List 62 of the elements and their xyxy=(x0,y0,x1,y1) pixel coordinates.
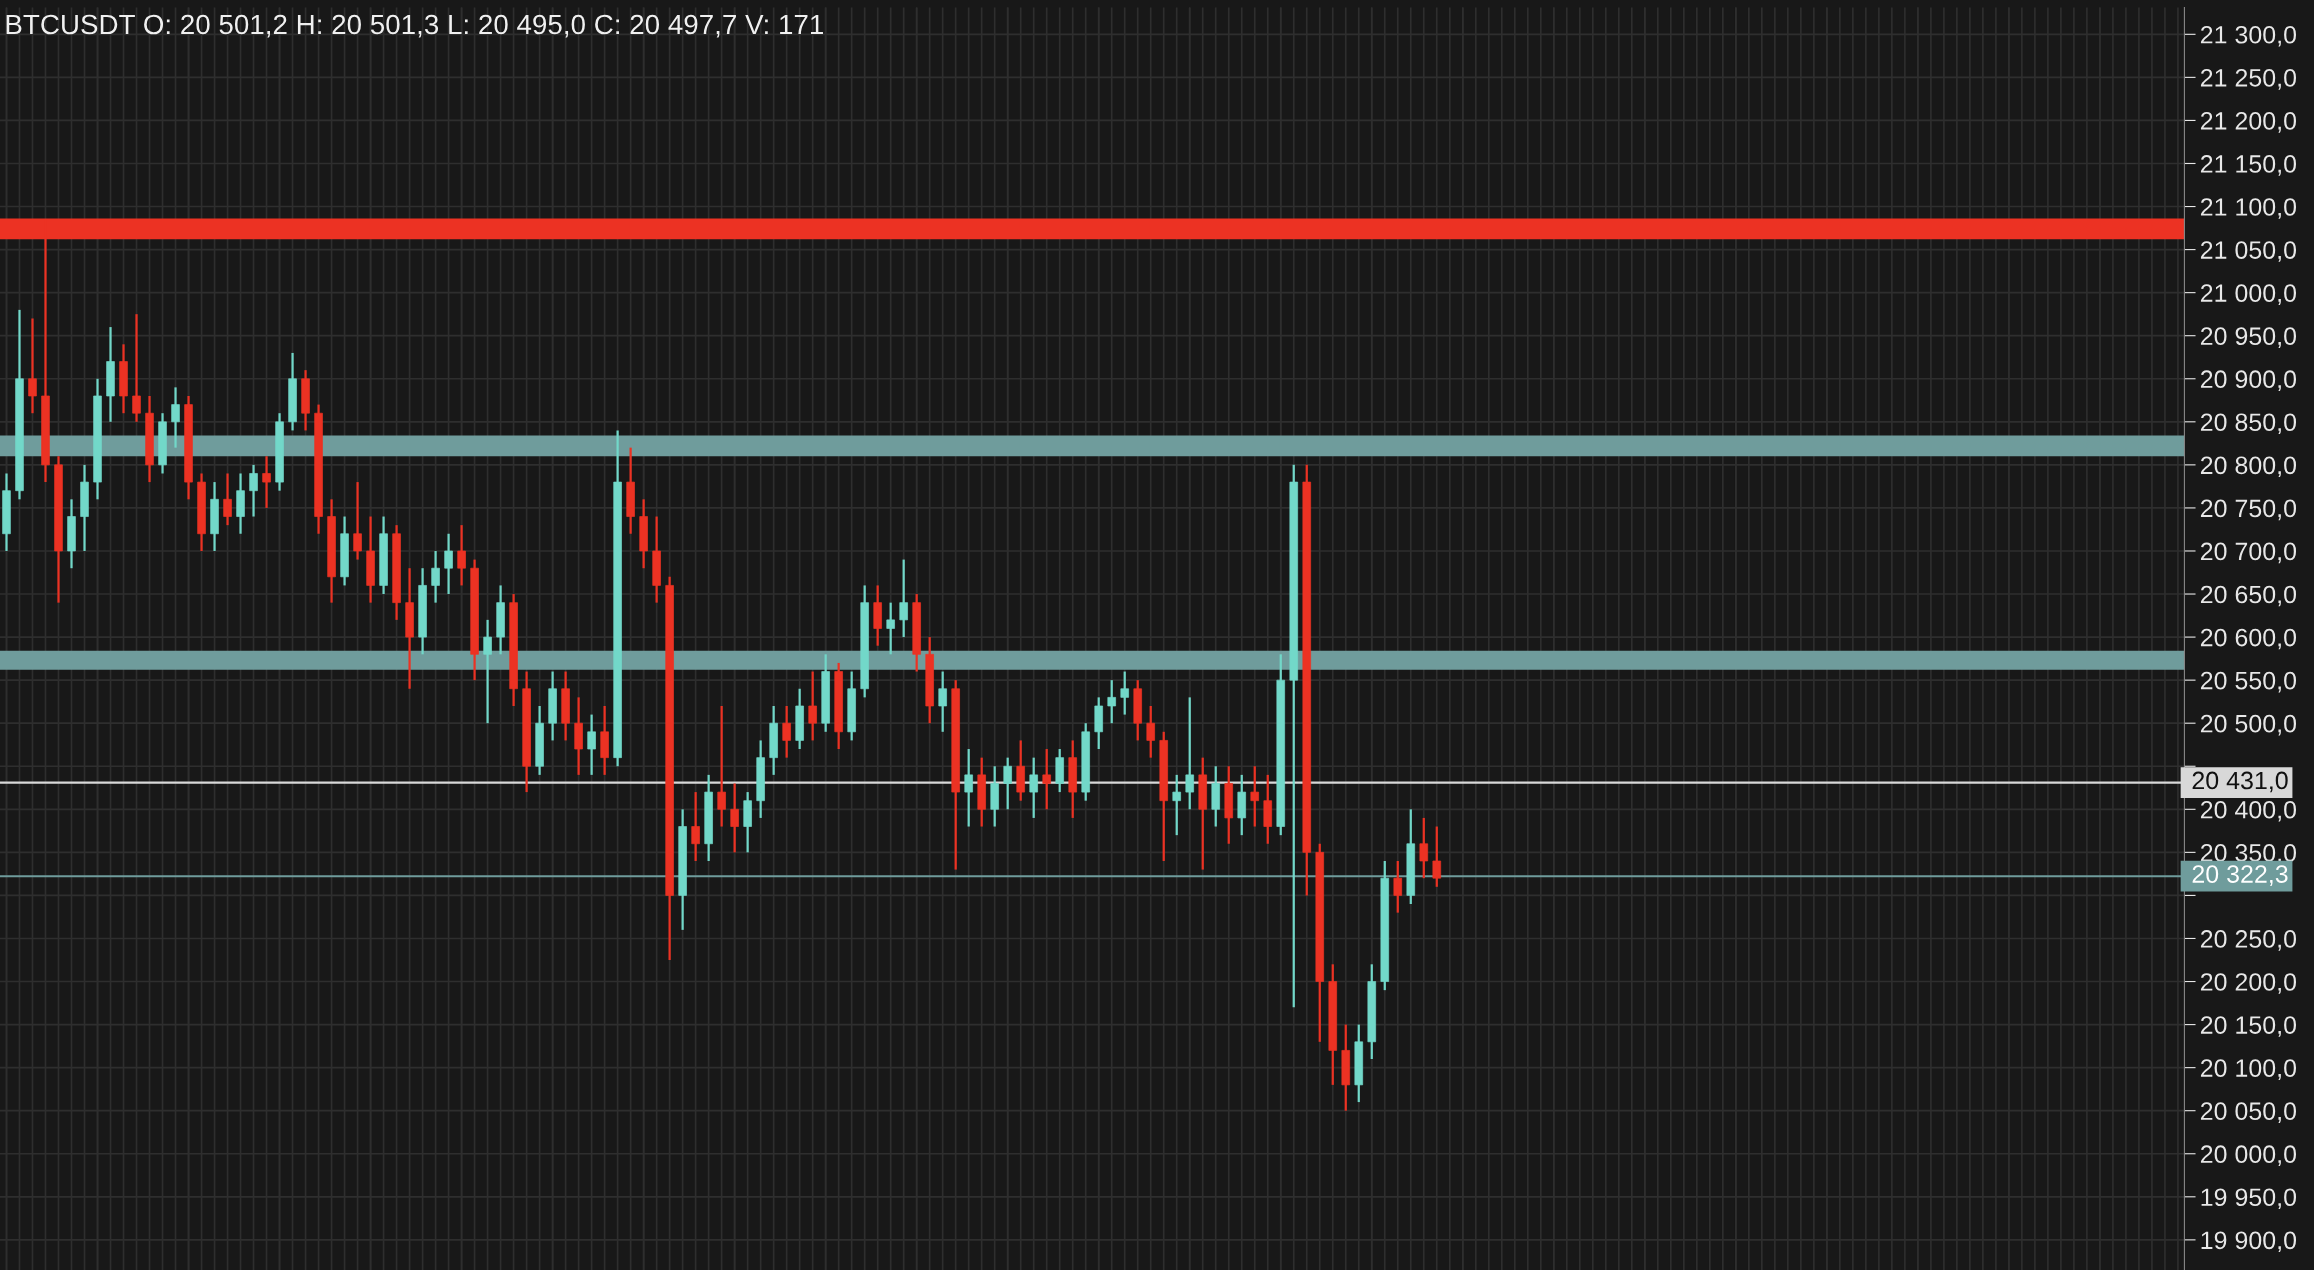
candlestick xyxy=(28,317,37,415)
y-tick-label: 20 150,0 xyxy=(2200,1016,2297,1037)
y-tick-label: 21 150,0 xyxy=(2200,155,2297,176)
candlestick xyxy=(171,386,180,449)
y-tick-label: 21 300,0 xyxy=(2200,25,2297,47)
candlestick xyxy=(691,790,700,863)
candlestick xyxy=(431,549,440,604)
y-tick-label: 20 800,0 xyxy=(2200,456,2297,478)
candlestick xyxy=(1172,773,1181,837)
y-tick-label: 20 900,0 xyxy=(2200,370,2297,392)
candlestick xyxy=(132,313,141,423)
candlestick xyxy=(1120,670,1129,716)
candlestick xyxy=(938,670,947,733)
y-tick-label: 20 850,0 xyxy=(2200,413,2297,435)
candlestick xyxy=(886,601,895,656)
candlestick xyxy=(249,463,258,518)
candlestick xyxy=(964,747,973,828)
candlestick xyxy=(1250,765,1259,828)
candlestick xyxy=(587,713,596,776)
y-tick-label: 20 050,0 xyxy=(2200,1102,2297,1123)
candlestick xyxy=(782,704,791,759)
y-tick-label: 20 700,0 xyxy=(2200,542,2297,564)
candlestick xyxy=(717,704,726,828)
candlestick xyxy=(444,532,453,596)
candlestick xyxy=(1107,679,1116,725)
y-tick-label: 20 550,0 xyxy=(2200,671,2297,693)
y-tick-label: 20 400,0 xyxy=(2200,800,2297,822)
candlestick xyxy=(1029,756,1038,820)
candlestick xyxy=(1393,859,1403,914)
y-tick-label: 20 000,0 xyxy=(2200,1145,2297,1167)
y-tick-label: 20 200,0 xyxy=(2200,973,2297,994)
y-tick-label: 19 900,0 xyxy=(2201,1231,2297,1253)
candlestick xyxy=(1185,696,1194,811)
candlestick xyxy=(353,480,362,561)
candlestick xyxy=(1003,756,1012,811)
candlestick xyxy=(730,782,739,854)
candlestick xyxy=(1432,825,1442,888)
y-tick-label: 19 950,0 xyxy=(2201,1188,2297,1210)
ref-line-label: 20 322,3 xyxy=(2192,865,2288,886)
candlestick xyxy=(262,455,271,510)
candlestick xyxy=(457,524,466,587)
y-tick-label: 21 250,0 xyxy=(2200,68,2297,90)
candlestick xyxy=(1146,704,1155,759)
y-tick-label: 21 050,0 xyxy=(2200,241,2297,262)
y-tick-label: 21 000,0 xyxy=(2200,284,2297,305)
y-tick-label: 20 100,0 xyxy=(2200,1059,2297,1080)
candlestick xyxy=(1042,747,1051,811)
y-tick-label: 20 500,0 xyxy=(2200,714,2297,736)
ref-line-label: 20 431,0 xyxy=(2192,771,2288,793)
y-tick-label: 20 250,0 xyxy=(2200,930,2297,951)
y-tick-label: 20 750,0 xyxy=(2200,499,2297,521)
y-tick-label: 21 200,0 xyxy=(2200,112,2297,133)
candlestick xyxy=(483,618,492,725)
chart-title: BTCUSDT O: 20 501,2 H: 20 501,3 L: 20 495,0 C: 20 497,7 V: 171 xyxy=(6,14,823,38)
candlestick xyxy=(808,670,817,742)
y-tick-label: 20 650,0 xyxy=(2200,585,2297,607)
y-tick-label: 21 100,0 xyxy=(2200,198,2297,219)
candlestick xyxy=(1419,816,1429,880)
y-tick-label: 20 950,0 xyxy=(2200,327,2297,348)
candlestick xyxy=(899,558,908,639)
y-tick-label: 20 600,0 xyxy=(2200,628,2297,650)
candlestick xyxy=(223,472,232,527)
